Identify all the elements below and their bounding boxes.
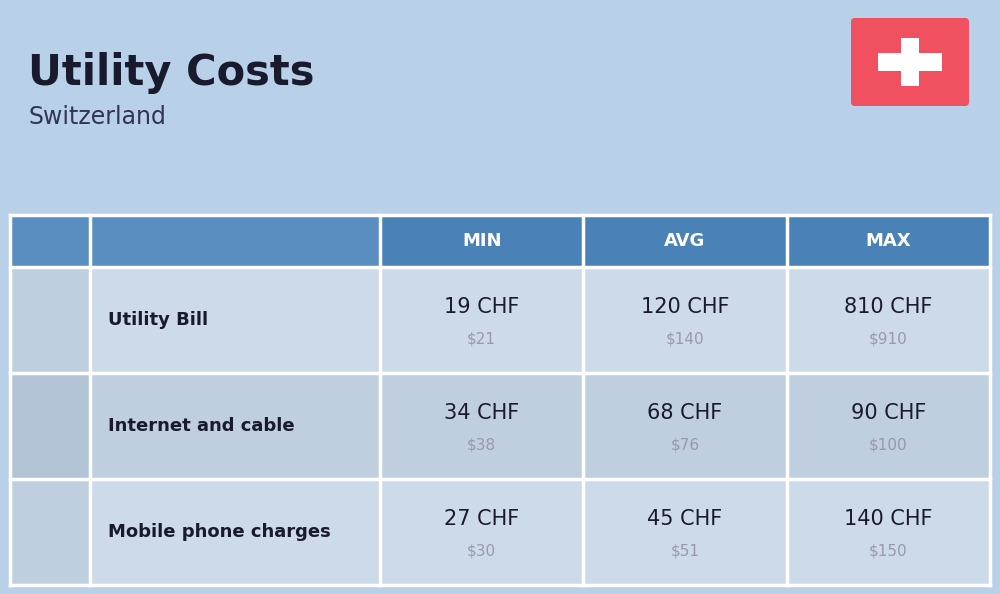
Bar [583, 373, 787, 479]
Text: 19 CHF: 19 CHF [444, 297, 519, 317]
Text: Utility Costs: Utility Costs [28, 52, 314, 94]
Bar [90, 479, 380, 585]
Text: Mobile phone charges: Mobile phone charges [108, 523, 331, 541]
Bar [787, 215, 990, 267]
Bar [90, 373, 380, 479]
Bar [787, 267, 990, 373]
Text: 90 CHF: 90 CHF [851, 403, 926, 424]
Bar [583, 215, 787, 267]
Text: 810 CHF: 810 CHF [844, 297, 933, 317]
Text: $100: $100 [869, 438, 908, 453]
Text: $140: $140 [666, 331, 704, 346]
Bar [10, 267, 90, 373]
Bar [901, 38, 919, 86]
Text: Internet and cable: Internet and cable [108, 417, 295, 435]
Text: 34 CHF: 34 CHF [444, 403, 519, 424]
Text: $76: $76 [670, 438, 700, 453]
Bar [380, 373, 583, 479]
Text: Switzerland: Switzerland [28, 105, 166, 129]
Text: MIN: MIN [462, 232, 501, 250]
Text: $150: $150 [869, 544, 908, 558]
Bar [380, 267, 583, 373]
Bar [10, 373, 90, 479]
Text: 45 CHF: 45 CHF [647, 509, 723, 529]
Bar [380, 215, 583, 267]
Text: $30: $30 [467, 544, 496, 558]
Bar [380, 479, 583, 585]
Bar [10, 215, 90, 267]
Text: $21: $21 [467, 331, 496, 346]
Text: 27 CHF: 27 CHF [444, 509, 519, 529]
Text: $51: $51 [670, 544, 700, 558]
Bar [787, 479, 990, 585]
Text: 120 CHF: 120 CHF [641, 297, 729, 317]
Text: Utility Bill: Utility Bill [108, 311, 208, 329]
Bar [878, 53, 942, 71]
Bar [90, 267, 380, 373]
Bar [10, 479, 90, 585]
Bar [583, 479, 787, 585]
Text: MAX: MAX [866, 232, 911, 250]
Text: 68 CHF: 68 CHF [647, 403, 723, 424]
Text: $38: $38 [467, 438, 496, 453]
Bar [90, 215, 380, 267]
FancyBboxPatch shape [851, 18, 969, 106]
Text: 140 CHF: 140 CHF [844, 509, 933, 529]
Text: $910: $910 [869, 331, 908, 346]
Bar [787, 373, 990, 479]
Bar [583, 267, 787, 373]
Text: AVG: AVG [664, 232, 706, 250]
